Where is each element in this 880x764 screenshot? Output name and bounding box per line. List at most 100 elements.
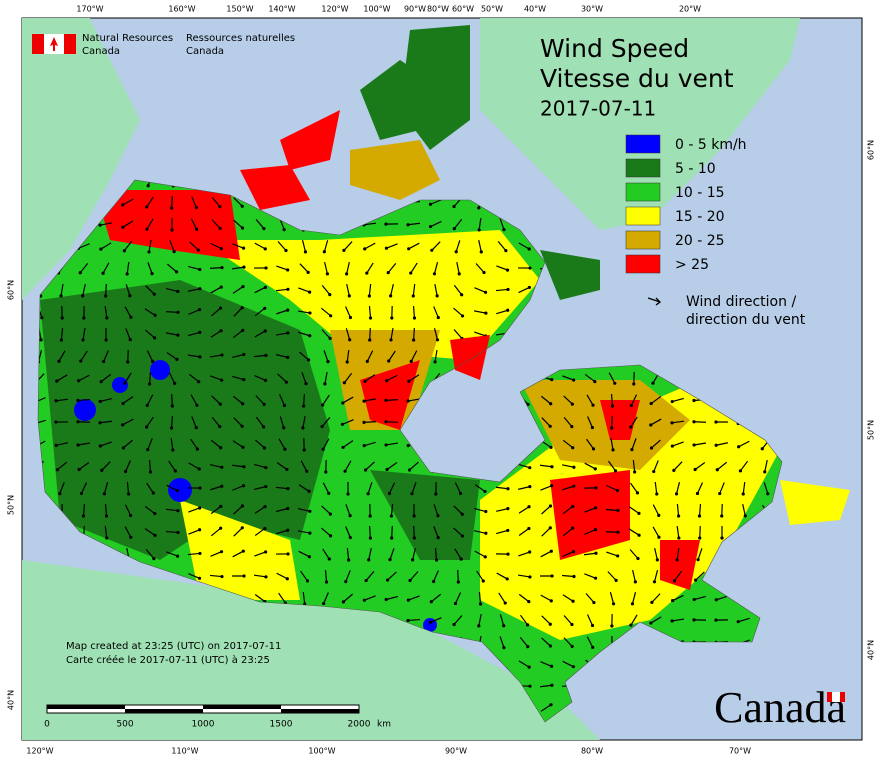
title: Wind Speed: [540, 34, 689, 63]
arrow-head: [341, 423, 344, 426]
arrow-head: [105, 316, 108, 319]
arrow-head: [342, 249, 345, 252]
arrow-head: [151, 360, 154, 363]
arrow-head: [39, 338, 42, 341]
legend-swatch: [626, 255, 660, 273]
arrow-head: [241, 205, 244, 208]
scale-label: 0: [44, 720, 50, 730]
wind-arrow: [172, 394, 173, 406]
arrow-head: [550, 684, 553, 687]
arrow-head: [528, 466, 531, 469]
wind-arrow: [370, 328, 371, 340]
scale-segment: [281, 709, 359, 713]
arrow-head: [452, 205, 455, 208]
arrow-head: [386, 578, 389, 581]
arrow-head: [454, 602, 457, 605]
arrow-head: [407, 444, 410, 447]
wind-arrow: [210, 268, 222, 269]
arrow-head: [594, 506, 597, 509]
arrow-head: [198, 355, 201, 358]
arrow-head: [55, 444, 58, 447]
arrow-head: [342, 600, 345, 603]
arrow-head: [264, 485, 267, 488]
arrow-head: [692, 443, 695, 446]
arrow-head: [657, 536, 660, 539]
arrow-head: [506, 553, 509, 556]
arrow-head: [650, 601, 653, 604]
arrow-head: [121, 226, 124, 229]
arrow-head: [197, 249, 200, 252]
arrow-head: [649, 621, 652, 624]
arrow-head: [527, 505, 530, 508]
arrow-head: [82, 316, 85, 319]
scale-label: 2000: [348, 720, 371, 730]
arrow-head: [572, 550, 575, 553]
arrow-head: [328, 293, 331, 296]
arrow-head: [369, 514, 372, 517]
arrow-head: [549, 703, 552, 706]
arrow-head: [286, 552, 289, 555]
arrow-head: [461, 513, 464, 516]
arrow-head: [348, 338, 351, 341]
legend-swatch: [626, 183, 660, 201]
arrow-head: [219, 403, 222, 406]
arrow-head: [460, 558, 463, 561]
arrow-head: [629, 425, 632, 428]
arrow-head: [364, 468, 367, 471]
arrow-head: [76, 443, 79, 446]
graticule-label: 50°N: [867, 420, 876, 440]
arrow-head: [197, 380, 200, 383]
arrow-head: [323, 382, 326, 385]
arrow-head: [218, 425, 221, 428]
arrow-head: [153, 314, 156, 317]
arrow-head: [264, 575, 267, 578]
arrow-head: [176, 334, 179, 337]
arrow-head: [477, 206, 480, 209]
arrow-head: [77, 379, 80, 382]
arrow-head: [195, 228, 198, 231]
arrow-head: [610, 426, 613, 429]
arrow-head: [322, 602, 325, 605]
arrow-head: [594, 552, 597, 555]
arrow-head: [630, 404, 633, 407]
arrow-head: [153, 336, 156, 339]
arrow-head: [549, 623, 552, 626]
arrow-head: [344, 580, 347, 583]
arrow-label: Wind direction /: [686, 294, 796, 310]
arrow-head: [671, 444, 674, 447]
arrow-head: [263, 446, 266, 449]
arrow-head: [327, 492, 330, 495]
arrow-head: [242, 266, 245, 269]
arrow-head: [613, 382, 616, 385]
arrow-head: [409, 271, 412, 274]
arrow-head: [570, 623, 573, 626]
arrow-head: [241, 226, 244, 229]
arrow-head: [284, 249, 287, 252]
arrow-head: [368, 338, 371, 341]
graticule-label: 30°W: [581, 5, 603, 14]
arrow-head: [61, 316, 64, 319]
arrow-head: [264, 466, 267, 469]
arrow-head: [692, 399, 695, 402]
arrow-head: [550, 665, 553, 668]
arrow-head: [696, 558, 699, 561]
arrow-head: [637, 512, 640, 515]
arrow-head: [286, 288, 289, 291]
wind-arrow: [304, 394, 305, 406]
arrow-head: [484, 510, 487, 513]
arrow-head: [104, 338, 107, 341]
credit: Map created at 23:25 (UTC) on 2017-07-11: [66, 641, 281, 652]
arrow-head: [714, 420, 717, 423]
arrow-head: [171, 448, 174, 451]
arrow-head: [195, 426, 198, 429]
arrow-head: [242, 378, 245, 381]
arrow-head: [742, 492, 745, 495]
graticule-label: 80°W: [427, 5, 449, 14]
arrow-head: [504, 249, 507, 252]
graticule-label: 100°W: [308, 747, 335, 756]
arrow-head: [652, 470, 655, 473]
wind-arrow: [172, 196, 173, 208]
arrow-head: [241, 526, 244, 529]
graticule-label: 20°W: [679, 5, 701, 14]
arrow-head: [220, 266, 223, 269]
